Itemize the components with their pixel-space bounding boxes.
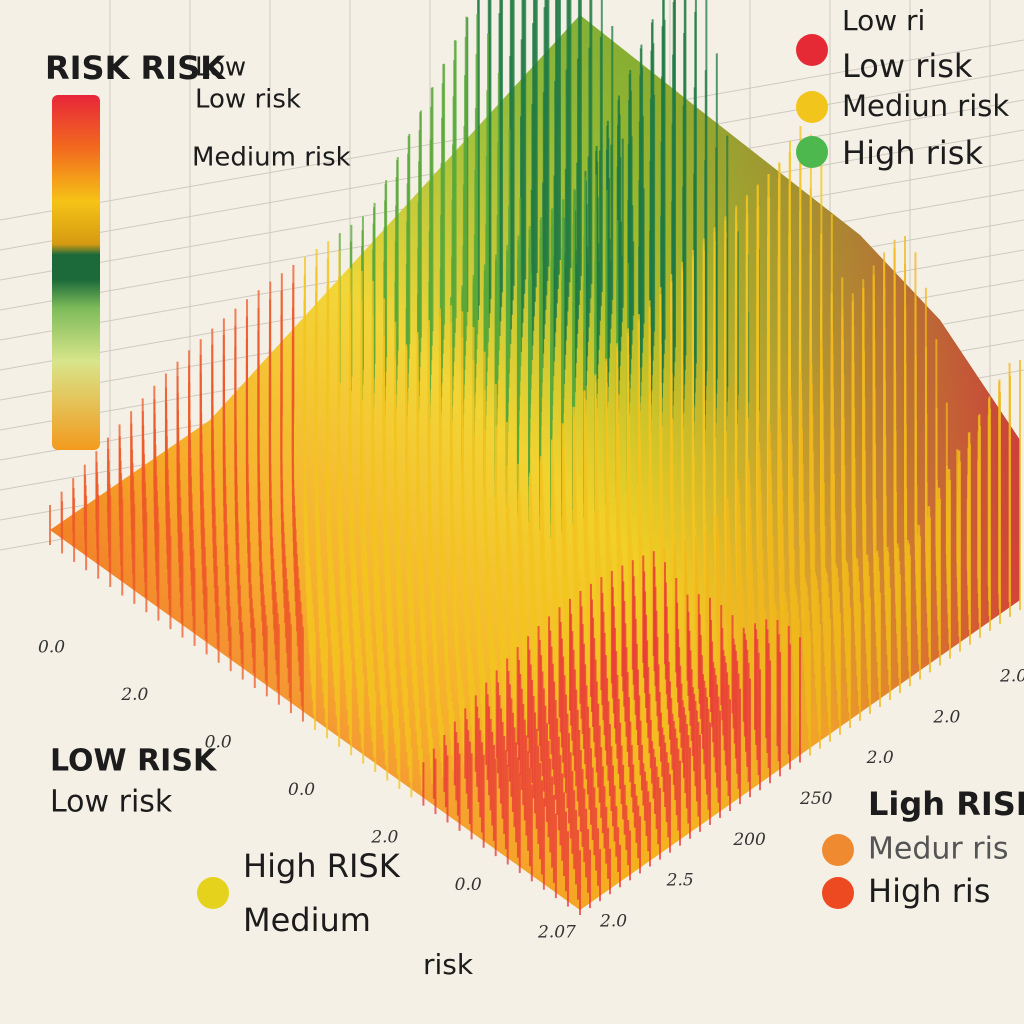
legend-item: Medur ris <box>868 832 1009 867</box>
legend-item: High ris <box>868 872 990 910</box>
bottom-label: High RISK <box>243 847 401 885</box>
legend-dot <box>796 34 828 66</box>
right-axis-tick: 200 <box>732 830 766 850</box>
scale-label: Low <box>195 53 246 83</box>
right-axis-tick: 2.5 <box>666 871 694 891</box>
left-axis-tick: 0.0 <box>38 638 65 658</box>
left-axis-tick: 2.07 <box>537 923 576 943</box>
scale-label: Medium risk <box>192 143 351 173</box>
legend-dot <box>796 136 828 168</box>
scale-label: Low risk <box>195 85 301 115</box>
color-scale-bar <box>52 95 100 450</box>
left-axis-tick: 2.0 <box>120 685 148 705</box>
left-label: LOW RISK <box>50 744 218 779</box>
right-axis-tick: 2.0 <box>599 912 627 932</box>
right-axis-tick: 250 <box>799 789 833 809</box>
legend-item: Mediun risk <box>842 89 1009 123</box>
left-label: Low risk <box>50 785 173 820</box>
title: RISK RISK <box>45 49 226 87</box>
legend-item: High risk <box>842 134 983 172</box>
legend-dot <box>796 91 828 123</box>
legend-dot <box>822 877 854 909</box>
legend-item: Low risk <box>842 47 973 85</box>
legend-dot <box>197 877 229 909</box>
bottom-label: Medium <box>243 901 371 939</box>
right-axis-tick: 2.0 <box>866 748 894 768</box>
legend-heading: Ligh RISK <box>868 785 1024 823</box>
bottom-label: risk <box>423 948 474 981</box>
left-axis-tick: 2.0 <box>370 828 398 848</box>
left-axis-tick: 0.0 <box>205 733 232 753</box>
legend-dot <box>822 834 854 866</box>
right-axis-tick: 2.0 <box>999 667 1024 687</box>
right-axis-tick: 2.0 <box>932 707 960 727</box>
left-axis-tick: 0.0 <box>288 780 315 800</box>
left-axis-tick: 0.0 <box>455 875 482 895</box>
surface-spikes <box>49 0 1021 915</box>
legend-heading: Low ri <box>842 4 925 37</box>
